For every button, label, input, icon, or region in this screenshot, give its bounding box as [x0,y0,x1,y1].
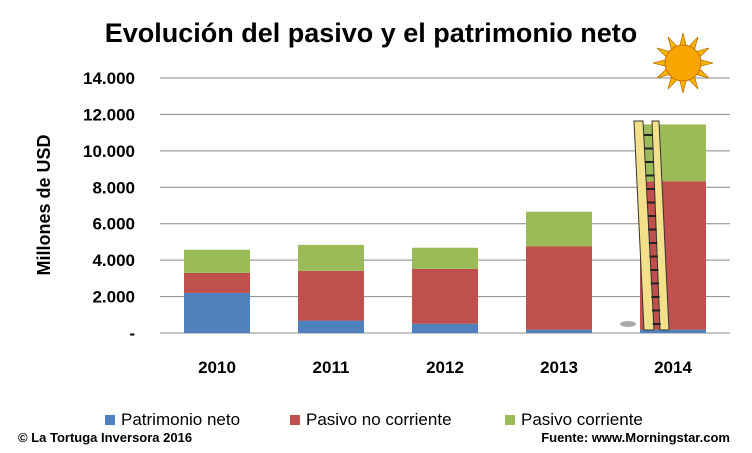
bar-segment [412,323,478,333]
y-tick-label: 4.000 [92,251,135,270]
bar-segment [526,246,592,330]
sun-ray-icon [652,59,667,67]
y-tick-label: 12.000 [83,105,135,124]
y-tick-label: 6.000 [92,215,135,234]
bar-segment [184,292,250,333]
y-tick-label: 2.000 [92,288,135,307]
bar-segment [412,268,478,324]
ladder-rail-icon [633,120,655,331]
x-tick-label: 2013 [540,358,578,377]
y-tick-label: 8.000 [92,178,135,197]
chart-title: Evolución del pasivo y el patrimonio net… [104,18,638,48]
ladder-rail-icon [651,120,670,331]
legend-label: Patrimonio neto [121,410,241,429]
sun-ray-icon [679,79,687,94]
x-tick-label: 2012 [426,358,464,377]
x-tick-label: 2010 [198,358,236,377]
legend-swatch [505,415,515,425]
y-tick-label: 10.000 [83,142,135,161]
bar-segment [526,329,592,333]
bar-segment [640,124,706,182]
bar-segment [412,247,478,269]
legend-label: Pasivo corriente [521,410,643,429]
legend-swatch [290,415,300,425]
sun-ray-icon [699,59,714,67]
bar-segment [298,270,364,321]
bar-segment [298,244,364,271]
bar-segment [298,320,364,333]
copyright: © La Tortuga Inversora 2016 [18,430,193,445]
legend-item-pasivo-corriente: Pasivo corriente [505,410,643,430]
bar-segment [640,329,706,333]
y-tick-label: 14.000 [83,69,135,88]
legend-label: Pasivo no corriente [306,410,452,429]
legend-item-patrimonio: Patrimonio neto [105,410,240,430]
sun-icon [664,44,702,82]
source: Fuente: www.Morningstar.com [541,430,730,445]
y-tick-label: - [129,324,135,343]
bar-segment [184,272,250,293]
bar-segment [184,249,250,273]
x-tick-label: 2011 [313,358,350,377]
ladder-shadow-icon [620,321,636,327]
y-axis-label: Millones de USD [34,134,54,275]
sun-ray-icon [679,32,687,47]
legend-swatch [105,415,115,425]
bar-segment [526,211,592,247]
x-tick-label: 2014 [654,358,692,377]
legend-item-pasivo-no-corriente: Pasivo no corriente [290,410,452,430]
